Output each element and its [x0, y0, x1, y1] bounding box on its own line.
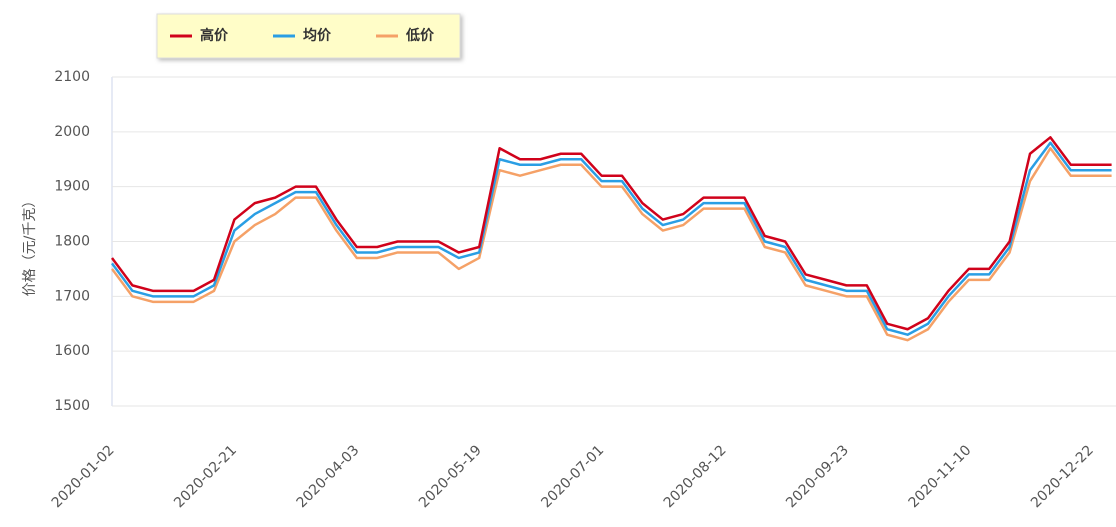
y-tick-label: 1700 — [54, 288, 90, 304]
x-tick-label: 2020-04-03 — [294, 442, 363, 511]
y-tick-label: 2100 — [54, 69, 90, 85]
y-tick-label: 1600 — [54, 343, 90, 359]
legend-label: 低价 — [405, 27, 435, 44]
x-tick-label: 2020-09-23 — [783, 442, 852, 511]
y-tick-label: 1900 — [54, 179, 90, 195]
x-tick-label: 2020-01-02 — [49, 442, 118, 511]
legend-label: 高价 — [200, 27, 229, 44]
legend-label: 均价 — [303, 27, 332, 44]
y-tick-label: 1800 — [54, 234, 90, 250]
y-tick-label: 2000 — [54, 124, 90, 140]
series-line — [110, 147, 1112, 342]
x-tick-label: 2020-12-22 — [1028, 442, 1097, 511]
legend-box — [156, 13, 461, 59]
x-tick-label: 2020-08-12 — [661, 442, 730, 511]
y-axis-label: 价格（元/千克） — [22, 194, 38, 297]
y-tick-label: 1500 — [54, 398, 90, 414]
x-tick-label: 2020-05-19 — [416, 442, 485, 511]
x-tick-label: 2020-11-10 — [906, 442, 975, 511]
x-tick-label: 2020-02-21 — [171, 442, 240, 511]
series-line — [110, 141, 1112, 336]
series-line — [110, 136, 1112, 331]
x-tick-label: 2020-07-01 — [538, 442, 607, 511]
